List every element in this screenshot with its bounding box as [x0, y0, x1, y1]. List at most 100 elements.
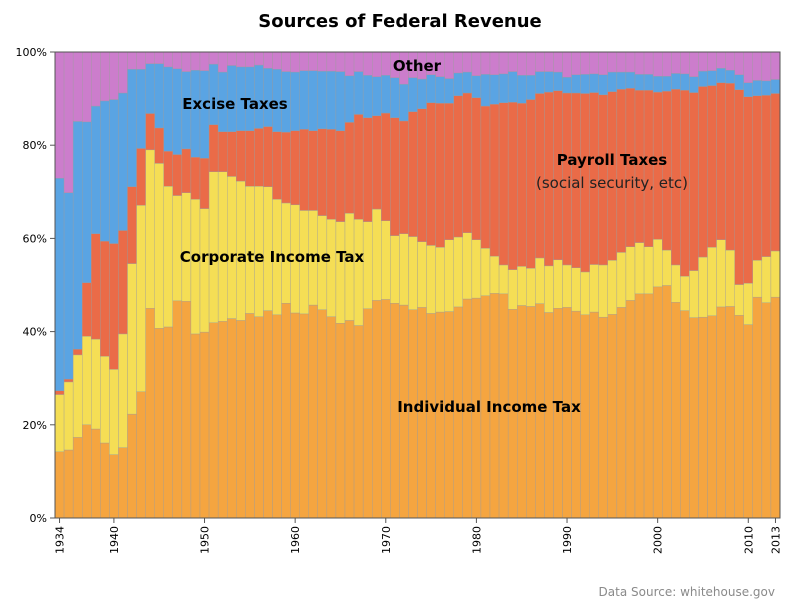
bar-segment-individual-income-tax-1947: [172, 300, 183, 519]
bar-segment-corporate-income-tax-1952: [217, 171, 228, 322]
bar-segment-excise-taxes-1984: [507, 71, 518, 103]
bar-segment-other-1942: [127, 51, 137, 70]
bar-segment-corporate-income-tax-1936: [72, 354, 83, 438]
bar-segment-individual-income-tax-1952: [217, 321, 228, 519]
bar-segment-other-1957: [263, 51, 273, 69]
bar-segment-individual-income-tax-1965: [335, 323, 346, 519]
bar-segment-payroll-taxes-1962: [308, 130, 318, 211]
bar-segment-other-1991: [571, 51, 581, 76]
bar-segment-excise-taxes-1934: [54, 178, 65, 391]
plot-frame: [54, 51, 781, 519]
bar-segment-payroll-taxes-1942: [127, 186, 137, 264]
bar-segment-other-1937: [82, 51, 92, 123]
y-tick-label: 20%: [23, 419, 47, 432]
bar-segment-corporate-income-tax-1980: [471, 239, 482, 299]
bar-segment-other-1947: [172, 51, 183, 69]
bar-segment-individual-income-tax-2007: [716, 306, 726, 519]
bar-segment-payroll-taxes-1970: [381, 112, 391, 221]
bar-segment-excise-taxes-1962: [308, 70, 318, 131]
bar-segment-corporate-income-tax-1941: [118, 333, 128, 448]
bar-segment-corporate-income-tax-1994: [598, 264, 608, 318]
bar-segment-corporate-income-tax-1976: [435, 247, 445, 313]
bar-segment-payroll-taxes-2008: [725, 83, 735, 251]
bar-segment-corporate-income-tax-2003: [680, 275, 690, 311]
bar-segment-payroll-taxes-1958: [272, 131, 282, 200]
bar-segment-individual-income-tax-1993: [589, 311, 599, 519]
bar-segment-corporate-income-tax-1966: [344, 213, 355, 321]
bar-segment-corporate-income-tax-2001: [662, 249, 672, 286]
bar-segment-individual-income-tax-2013: [770, 296, 781, 519]
annotation-excise: Excise Taxes: [182, 95, 288, 113]
y-tick-label: 0%: [30, 512, 47, 525]
bar-segment-other-2013: [770, 51, 781, 80]
bar-segment-excise-taxes-1968: [362, 75, 373, 118]
bar-segment-excise-taxes-1969: [372, 76, 382, 117]
bar-segment-other-1945: [154, 51, 164, 64]
bar-segment-corporate-income-tax-1988: [544, 265, 554, 313]
bar-segment-excise-taxes-1945: [154, 63, 164, 129]
bar-segment-corporate-income-tax-2005: [698, 256, 708, 318]
bar-segment-other-2008: [725, 51, 735, 71]
bar-segment-individual-income-tax-1997: [625, 300, 636, 519]
bar-segment-payroll-taxes-1947: [172, 154, 183, 196]
bar-segment-individual-income-tax-1954: [236, 320, 246, 519]
bar-segment-individual-income-tax-1963: [317, 309, 328, 519]
bar-segment-corporate-income-tax-1996: [616, 252, 627, 308]
bar-segment-other-1941: [118, 51, 128, 94]
bar-segment-excise-taxes-1949: [190, 69, 201, 158]
bar-segment-payroll-taxes-1996: [616, 89, 627, 253]
bar-segment-other-1964: [326, 51, 337, 72]
bar-segment-excise-taxes-1990: [562, 76, 572, 94]
bar-segment-excise-taxes-2005: [698, 70, 708, 87]
bar-segment-individual-income-tax-2008: [725, 306, 735, 519]
bar-segment-payroll-taxes-1976: [435, 103, 445, 248]
annotation-payroll: Payroll Taxes: [557, 151, 668, 169]
bar-segment-payroll-taxes-1979: [462, 92, 473, 233]
bar-segment-other-1946: [163, 51, 173, 68]
bar-segment-payroll-taxes-1984: [507, 102, 518, 270]
bar-segment-corporate-income-tax-2007: [716, 239, 726, 308]
bar-segment-corporate-income-tax-1946: [163, 186, 173, 328]
bar-segment-individual-income-tax-2006: [707, 315, 717, 519]
bar-segment-individual-income-tax-1970: [381, 299, 391, 519]
x-tick-label: 1990: [561, 526, 574, 554]
bar-segment-payroll-taxes-2012: [761, 95, 772, 257]
bar-segment-individual-income-tax-1937: [82, 424, 92, 519]
bar-segment-payroll-taxes-1965: [335, 130, 346, 222]
bar-segment-payroll-taxes-1946: [163, 151, 173, 187]
bar-segment-other-1980: [471, 51, 482, 76]
bar-segment-corporate-income-tax-1986: [526, 268, 536, 307]
bar-segment-corporate-income-tax-1972: [399, 233, 409, 306]
bar-segment-payroll-taxes-2007: [716, 82, 726, 240]
bar-segment-individual-income-tax-1964: [326, 316, 337, 519]
bar-segment-excise-taxes-1964: [326, 70, 337, 130]
bar-segment-excise-taxes-1982: [489, 74, 500, 105]
bar-segment-excise-taxes-1995: [607, 71, 618, 92]
bar-segment-other-1983: [498, 51, 509, 75]
bar-segment-payroll-taxes-1977: [444, 103, 454, 240]
annotation-corporate: Corporate Income Tax: [180, 248, 365, 266]
bar-segment-excise-taxes-2000: [652, 76, 663, 93]
bar-segment-excise-taxes-2006: [707, 70, 717, 86]
bar-segment-excise-taxes-1941: [118, 92, 128, 231]
bar-segment-payroll-taxes-1945: [154, 127, 164, 164]
bar-segment-other-2001: [662, 51, 672, 77]
bar-segment-individual-income-tax-1992: [580, 314, 590, 519]
bar-segment-payroll-taxes-1986: [526, 99, 536, 269]
bar-segment-other-1994: [598, 51, 608, 76]
bar-segment-excise-taxes-2008: [725, 69, 735, 84]
bar-segment-excise-taxes-2011: [752, 80, 763, 96]
bar-segment-other-1952: [217, 51, 228, 73]
bar-segment-excise-taxes-1972: [399, 83, 409, 122]
bar-segment-individual-income-tax-1961: [299, 313, 309, 519]
bar-segment-excise-taxes-1944: [145, 63, 155, 114]
bar-segment-payroll-taxes-1981: [480, 105, 491, 249]
bar-segment-individual-income-tax-1944: [145, 308, 155, 519]
bar-segment-individual-income-tax-1936: [72, 437, 83, 519]
bar-segment-excise-taxes-1942: [127, 69, 137, 187]
bar-segment-corporate-income-tax-1950: [199, 208, 210, 333]
bar-segment-excise-taxes-2002: [671, 73, 681, 90]
bar-segment-individual-income-tax-1994: [598, 316, 608, 519]
bar-segment-payroll-taxes-1974: [417, 108, 427, 242]
bar-segment-other-1963: [317, 51, 328, 72]
